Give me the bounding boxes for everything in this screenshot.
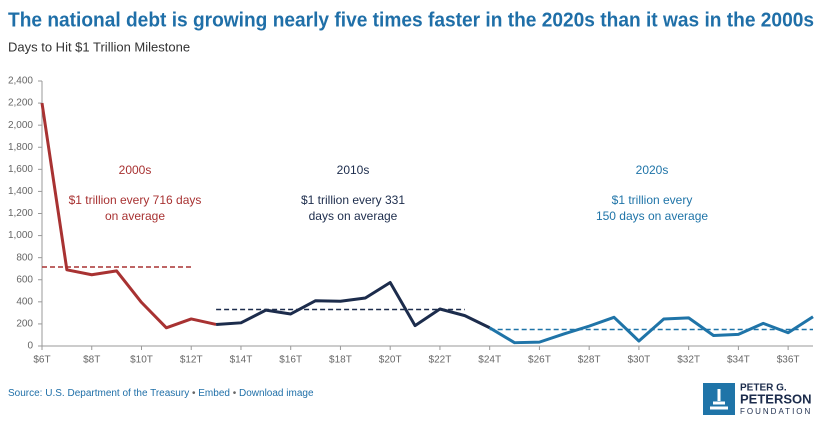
- chart-title: The national debt is growing nearly five…: [8, 9, 814, 31]
- x-tick-label: $28T: [578, 355, 601, 366]
- x-tick-label: $22T: [429, 355, 452, 366]
- y-tick-label: 400: [16, 296, 33, 307]
- x-tick-label: $20T: [379, 355, 402, 366]
- x-tick-label: $32T: [677, 355, 700, 366]
- annotation: $1 trillion every 331: [301, 193, 405, 207]
- y-tick-label: 800: [16, 252, 33, 263]
- x-tick-label: $30T: [628, 355, 651, 366]
- y-tick-label: 2,000: [8, 120, 33, 131]
- logo-torch: [710, 389, 728, 410]
- y-tick-label: 0: [27, 341, 33, 352]
- legend-label: 2020s: [636, 163, 669, 177]
- x-tick-label: $36T: [777, 355, 800, 366]
- download-link[interactable]: Download image: [239, 388, 314, 399]
- x-tick-label: $10T: [130, 355, 153, 366]
- x-tick-label: $24T: [478, 355, 501, 366]
- x-tick-label: $8T: [83, 355, 100, 366]
- line: [40, 102, 217, 330]
- x-tick-label: $16T: [279, 355, 302, 366]
- y-tick-label: 1,400: [8, 186, 33, 197]
- annotation: $1 trillion every 716 days: [69, 193, 202, 207]
- x-tick-label: $34T: [727, 355, 750, 366]
- legend-label: 2010s: [337, 163, 370, 177]
- y-tick-label: 1,800: [8, 142, 33, 153]
- logo-text: FOUNDATION: [740, 407, 812, 416]
- y-tick-label: 1,200: [8, 208, 33, 219]
- x-tick-label: $14T: [230, 355, 253, 366]
- y-tick-label: 1,600: [8, 164, 33, 175]
- embed-link[interactable]: Embed: [198, 388, 230, 399]
- source-text: Source: U.S. Department of the Treasury: [8, 388, 189, 399]
- legend-label: 2000s: [119, 163, 152, 177]
- y-tick-label: 2,200: [8, 98, 33, 109]
- y-tick-label: 200: [16, 319, 33, 330]
- y-tick-label: 1,000: [8, 230, 33, 241]
- x-tick-label: $18T: [329, 355, 352, 366]
- x-tick-label: $12T: [180, 355, 203, 366]
- annotation: on average: [105, 209, 165, 223]
- source: Source: U.S. Department of the Treasury …: [8, 388, 314, 399]
- x-tick-label: $6T: [33, 355, 50, 366]
- y-tick-label: 2,400: [8, 76, 33, 87]
- annotation: 150 days on average: [596, 209, 708, 223]
- chart-subtitle: Days to Hit $1 Trillion Milestone: [8, 39, 190, 54]
- y-tick-label: 600: [16, 274, 33, 285]
- annotation: days on average: [309, 209, 398, 223]
- logo-text: PETERSON: [740, 391, 812, 406]
- line: [215, 281, 491, 330]
- logo-text: PETER G.: [740, 383, 787, 394]
- annotation: $1 trillion every: [612, 193, 693, 207]
- x-tick-label: $26T: [528, 355, 551, 366]
